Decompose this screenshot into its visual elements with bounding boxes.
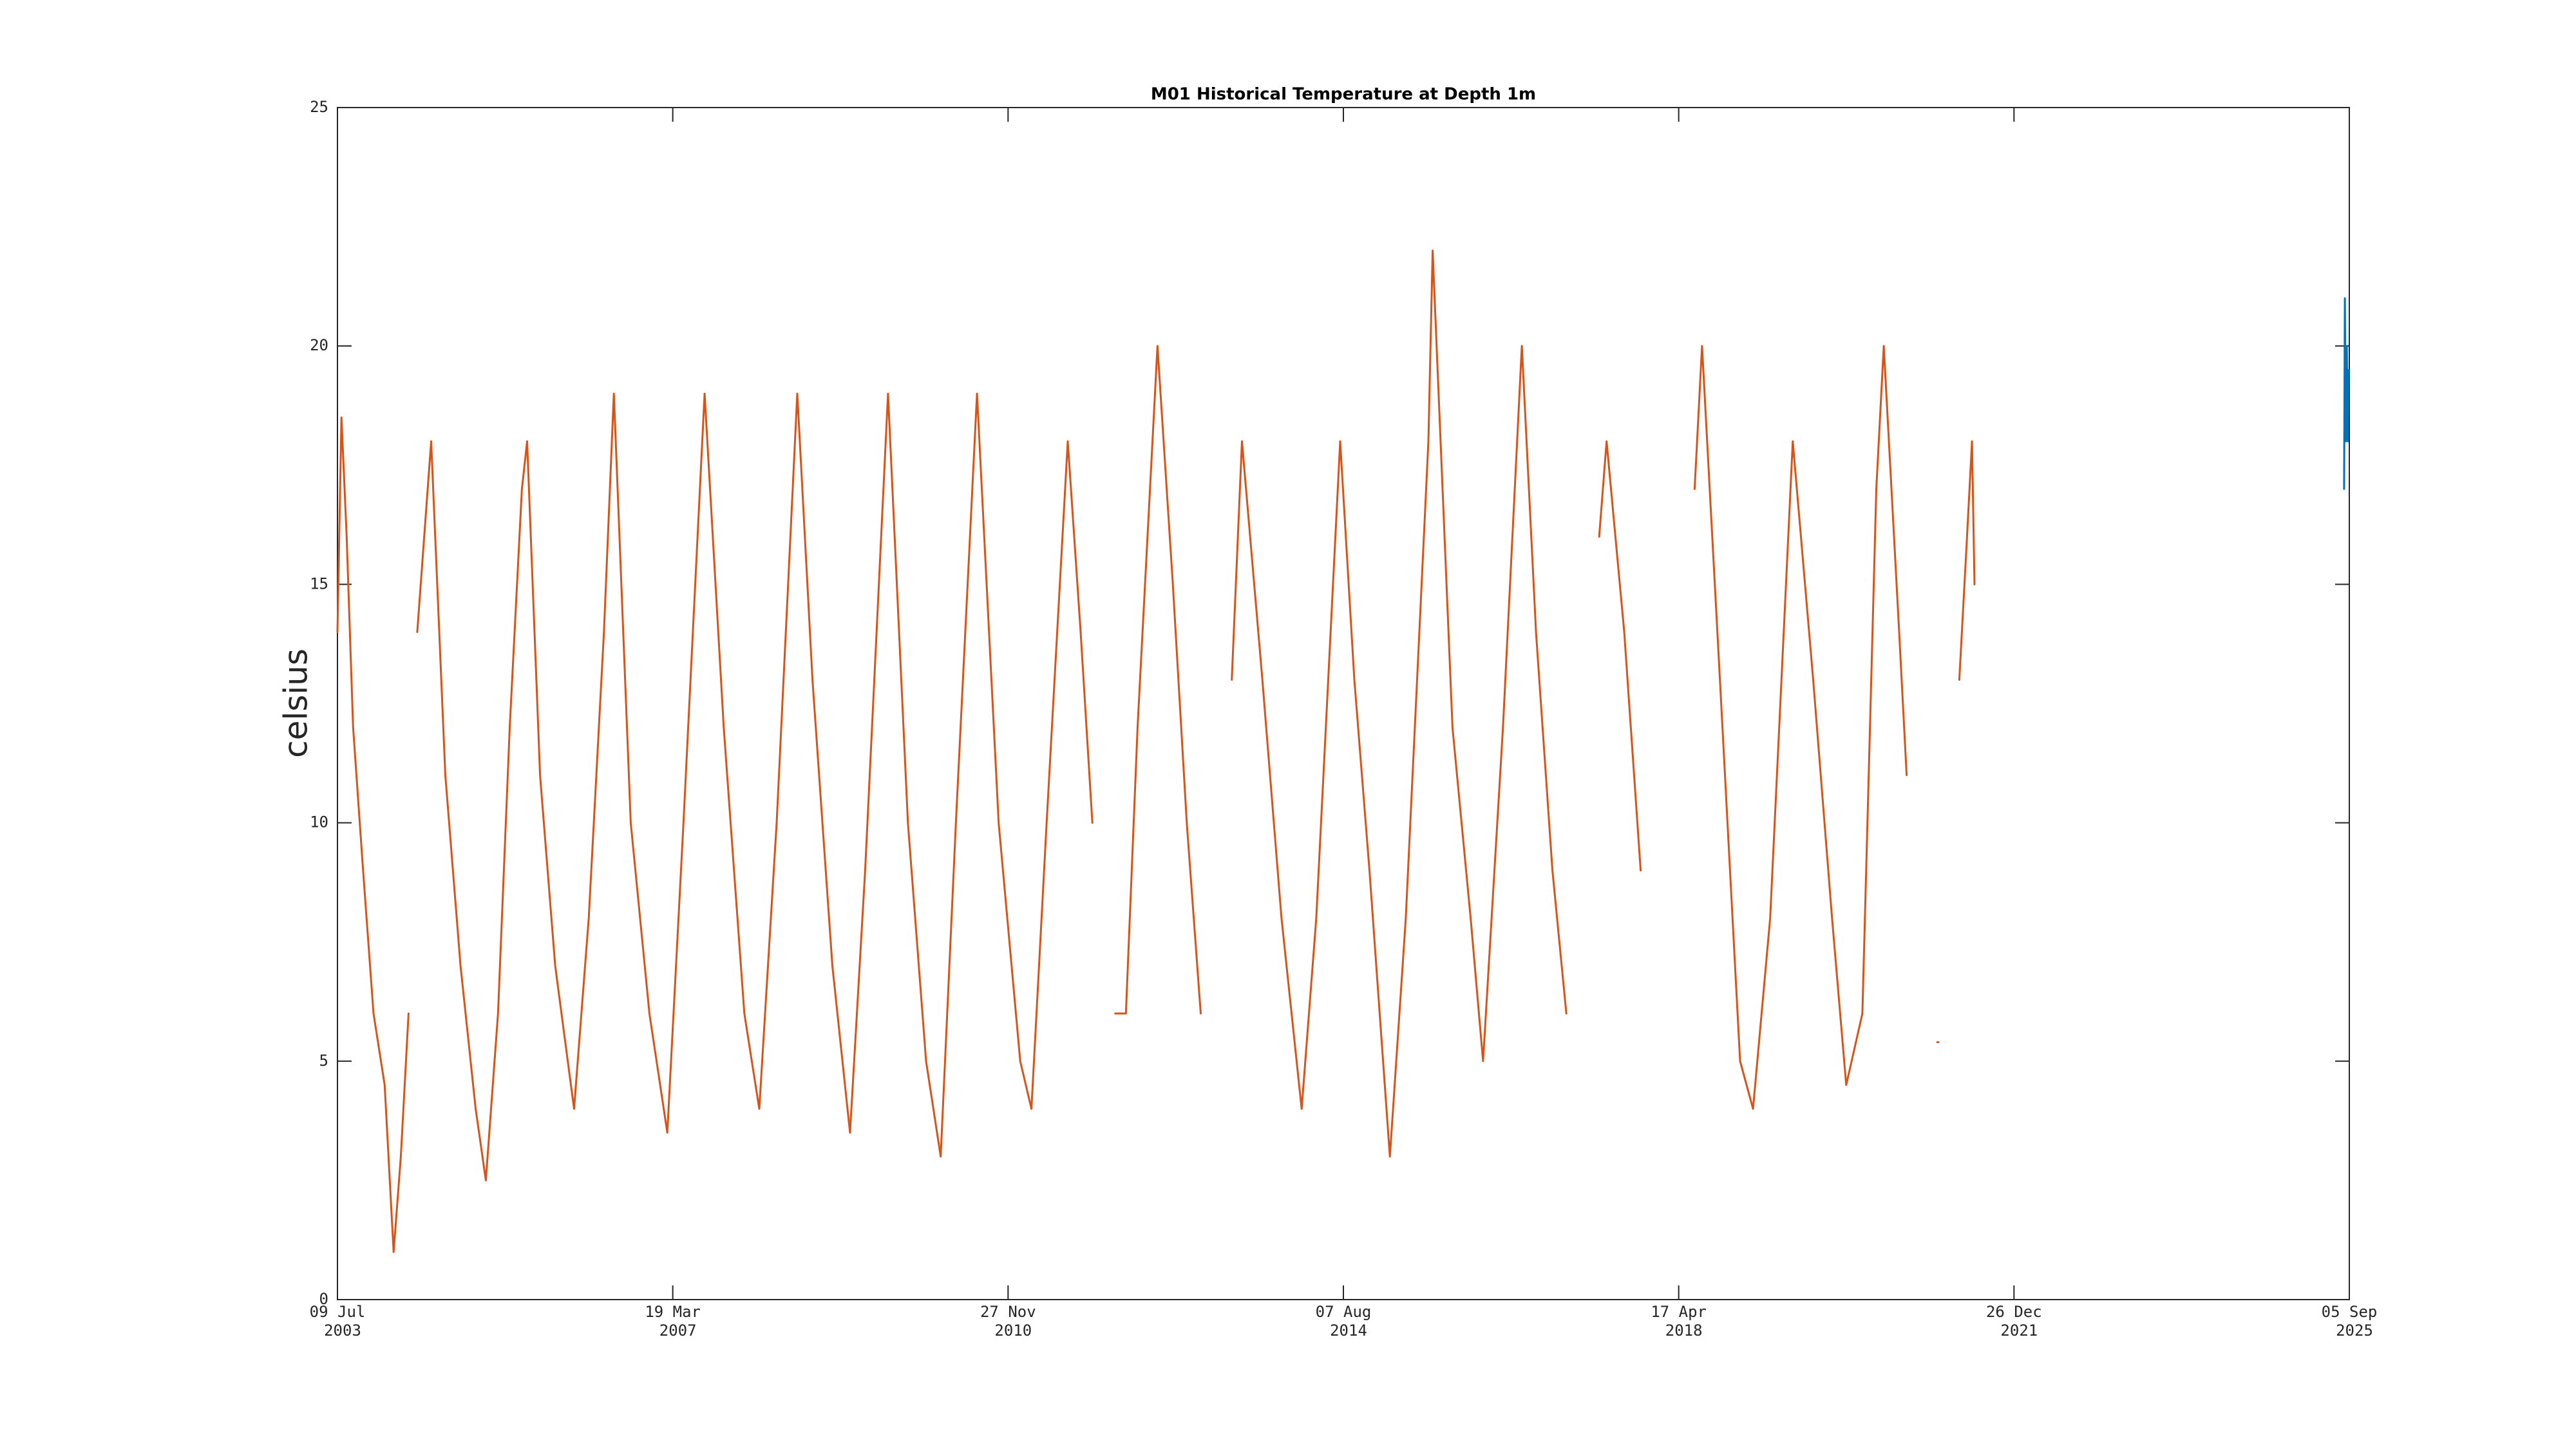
- y-tick-label: 10: [310, 813, 328, 831]
- chart-title: M01 Historical Temperature at Depth 1m: [1151, 85, 1536, 104]
- x-tick-label: 09 Jul: [310, 1303, 366, 1321]
- y-tick-label: 20: [310, 336, 328, 354]
- x-tick-label: 19 Mar: [645, 1303, 701, 1321]
- x-tick-label: 2014: [1330, 1321, 1367, 1340]
- x-tick-label: 26 Dec: [1986, 1303, 2042, 1321]
- x-tick-label: 2010: [994, 1321, 1032, 1340]
- x-tick-label: 2007: [659, 1321, 697, 1340]
- y-tick-label: 5: [319, 1052, 328, 1070]
- y-tick-label: 25: [310, 98, 328, 116]
- x-tick-label: 07 Aug: [1316, 1303, 1372, 1321]
- x-tick-label: 2021: [2000, 1321, 2038, 1340]
- x-tick-label: 05 Sep: [2322, 1303, 2378, 1321]
- y-tick-label: 15: [310, 574, 328, 592]
- x-tick-label: 2018: [1665, 1321, 1703, 1340]
- temperature-line: [336, 249, 1976, 1253]
- y-tick-label: 0: [319, 1290, 328, 1308]
- x-tick-label: 2003: [324, 1321, 361, 1340]
- temperature-line: [2343, 297, 2350, 490]
- x-tick-label: 2025: [2336, 1321, 2373, 1340]
- y-axis-label: celsius: [278, 649, 315, 758]
- x-tick-label: 17 Apr: [1651, 1303, 1707, 1321]
- x-tick-label: 27 Nov: [980, 1303, 1036, 1321]
